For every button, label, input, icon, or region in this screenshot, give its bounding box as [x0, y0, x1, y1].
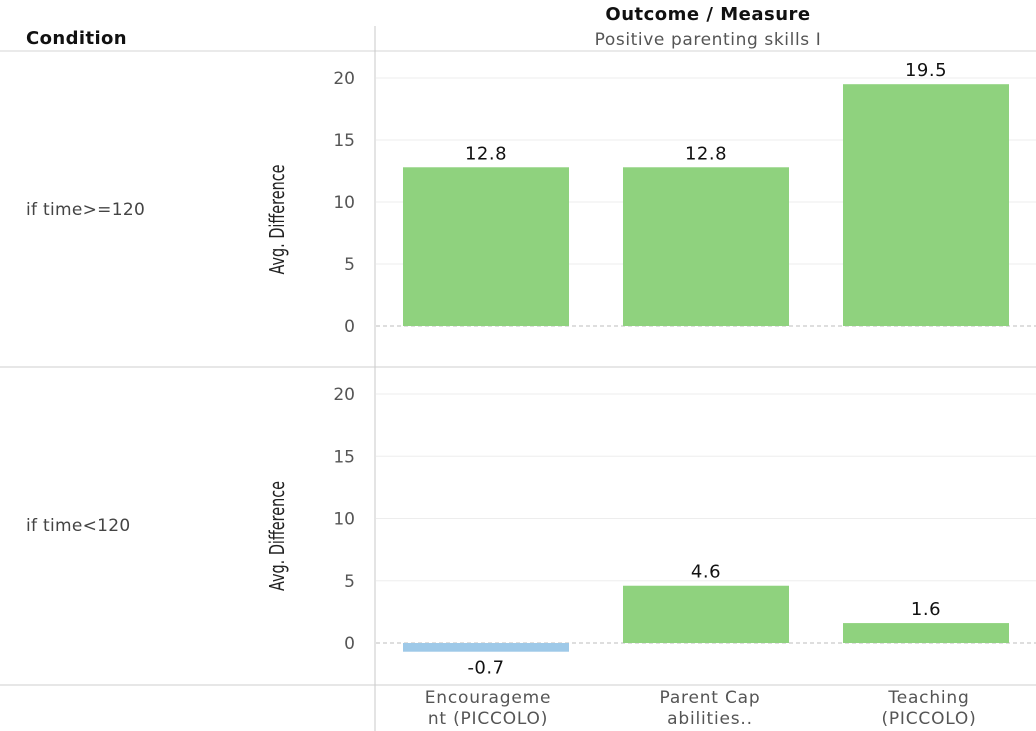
y-tick-label: 20: [333, 69, 355, 89]
category-label-3: Teaching (PICCOLO): [822, 688, 1036, 730]
data-label: 19.5: [905, 60, 947, 81]
column-header-title: Outcome / Measure: [605, 4, 811, 25]
y-tick-label: 20: [333, 385, 355, 405]
y-tick-label: 10: [333, 510, 355, 530]
category-label-1: Encourageme nt (PICCOLO): [378, 688, 598, 730]
y-tick-label: 15: [333, 447, 355, 467]
category-label-1-line-1: Encourageme: [424, 688, 552, 708]
category-label-2: Parent Cap abilities..: [600, 688, 820, 730]
bar: [843, 623, 1009, 643]
category-label-3-line-2: (PICCOLO): [881, 709, 977, 729]
bar: [403, 167, 569, 326]
y-tick-label: 0: [344, 317, 355, 337]
data-label: 1.6: [911, 599, 941, 620]
row-header-condition: Condition: [26, 28, 128, 49]
bar: [843, 84, 1009, 326]
y-tick-label: 15: [333, 131, 355, 151]
bar: [623, 167, 789, 326]
data-label: 12.8: [465, 143, 507, 164]
bar: [623, 585, 789, 643]
data-label: 12.8: [685, 143, 727, 164]
row-label-condition-2: if time<120: [26, 516, 131, 536]
data-label: -0.7: [467, 658, 504, 679]
category-label-1-line-2: nt (PICCOLO): [427, 709, 549, 729]
y-tick-label: 0: [344, 634, 355, 654]
category-label-3-line-1: Teaching: [888, 688, 970, 708]
column-header-measure: Positive parenting skills I: [594, 30, 822, 50]
category-label-2-line-2: abilities..: [667, 709, 753, 729]
category-label-2-line-1: Parent Cap: [659, 688, 761, 708]
y-tick-label: 5: [344, 572, 355, 592]
y-axis-title: Avg. Difference: [267, 165, 290, 275]
y-tick-label: 5: [344, 255, 355, 275]
y-tick-label: 10: [333, 193, 355, 213]
row-label-condition-1: if time>=120: [26, 200, 146, 220]
y-axis-title: Avg. Difference: [267, 481, 290, 591]
data-label: 4.6: [691, 562, 721, 583]
bar: [403, 643, 569, 652]
